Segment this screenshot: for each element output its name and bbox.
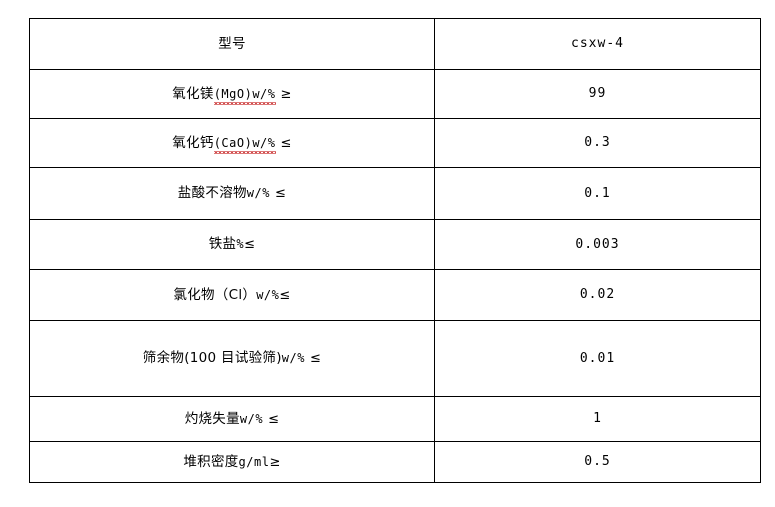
- row-label-cell: 型号: [29, 18, 435, 70]
- row-value: 1: [593, 411, 602, 427]
- row-label-cell: 盐酸不溶物w/% ≤: [29, 167, 435, 220]
- row-value: 0.003: [575, 236, 620, 252]
- row-label-latin: w/%: [281, 351, 305, 366]
- table-row: 筛余物(100 目试验筛)w/% ≤ 0.01: [29, 320, 761, 397]
- table-row: 氯化物（Cl）w/%≤ 0.02: [29, 269, 761, 321]
- row-label-symbol: ≥: [280, 86, 292, 102]
- row-label-cn: 堆积密度: [183, 453, 239, 470]
- row-value-cell: 0.5: [434, 441, 761, 483]
- row-label-symbol: ≤: [268, 411, 280, 427]
- row-label-cn: 盐酸不溶物: [177, 185, 247, 202]
- row-value-cell: 1: [434, 396, 761, 442]
- row-label-symbol: ≥: [269, 454, 281, 470]
- row-label-cn: 型号: [218, 35, 246, 52]
- row-label-cn: 氯化物（Cl）: [173, 286, 257, 303]
- row-label-latin: (MgO)w/%: [213, 86, 276, 101]
- table-row: 盐酸不溶物w/% ≤ 0.1: [29, 167, 761, 220]
- row-label-symbol: ≤: [279, 287, 291, 303]
- spellcheck-underline: (CaO)w/%: [213, 135, 276, 155]
- row-label-symbol: ≤: [280, 135, 292, 151]
- row-label-latin: w/%: [256, 287, 280, 302]
- row-label-cell: 氯化物（Cl）w/%≤: [29, 269, 435, 321]
- table-row: 氧化镁(MgO)w/% ≥ 99: [29, 69, 761, 119]
- table-row: 灼烧失量w/% ≤ 1: [29, 396, 761, 442]
- row-value: 0.01: [579, 350, 616, 366]
- table-row: 堆积密度g/ml≥ 0.5: [29, 441, 761, 483]
- row-value: 99: [588, 86, 607, 102]
- row-label-cn: 氧化镁: [172, 85, 214, 102]
- row-value: 0.3: [584, 135, 611, 151]
- table-row: 铁盐%≤ 0.003: [29, 219, 761, 270]
- row-value-cell: 99: [434, 69, 761, 119]
- row-label-symbol: ≤: [274, 186, 287, 202]
- row-label-symbol: ≤: [244, 237, 256, 253]
- row-value-cell: csxw-4: [434, 18, 761, 70]
- row-label-latin: %: [236, 237, 245, 252]
- table-row: 氧化钙(CaO)w/% ≤ 0.3: [29, 118, 761, 168]
- row-label-cn: 铁盐: [208, 236, 237, 253]
- row-label-cell: 堆积密度g/ml≥: [29, 441, 435, 483]
- spellcheck-underline: (MgO)w/%: [213, 86, 276, 106]
- row-value-cell: 0.01: [434, 320, 761, 397]
- row-value-cell: 0.003: [434, 219, 761, 270]
- row-label-cell: 氧化镁(MgO)w/% ≥: [29, 69, 435, 119]
- row-value-cell: 0.02: [434, 269, 761, 321]
- row-label-cell: 灼烧失量w/% ≤: [29, 396, 435, 442]
- table-row: 型号 csxw-4: [29, 18, 761, 70]
- row-label-cn: 氧化钙: [172, 134, 214, 151]
- row-value: 0.5: [584, 454, 611, 470]
- row-label-cell: 铁盐%≤: [29, 219, 435, 270]
- row-label-symbol: ≤: [309, 351, 322, 367]
- row-label-latin: w/%: [246, 186, 270, 201]
- row-label-cell: 筛余物(100 目试验筛)w/% ≤: [29, 320, 435, 397]
- row-value-cell: 0.1: [434, 167, 761, 220]
- row-value: 0.1: [584, 185, 611, 201]
- row-value: 0.02: [579, 287, 616, 303]
- row-value-cell: 0.3: [434, 118, 761, 168]
- row-label-latin: (CaO)w/%: [213, 135, 276, 150]
- row-label-cn: 灼烧失量: [184, 410, 240, 427]
- row-value: csxw-4: [571, 36, 624, 52]
- row-label-latin: w/%: [239, 411, 264, 426]
- row-label-cell: 氧化钙(CaO)w/% ≤: [29, 118, 435, 168]
- row-label-cn: 筛余物(100 目试验筛): [142, 350, 282, 367]
- row-label-latin: g/ml: [238, 454, 270, 469]
- specification-table: 型号 csxw-4 氧化镁(MgO)w/% ≥ 99 氧化钙(CaO)w/% ≤: [29, 18, 761, 483]
- table-body: 型号 csxw-4 氧化镁(MgO)w/% ≥ 99 氧化钙(CaO)w/% ≤: [29, 18, 761, 483]
